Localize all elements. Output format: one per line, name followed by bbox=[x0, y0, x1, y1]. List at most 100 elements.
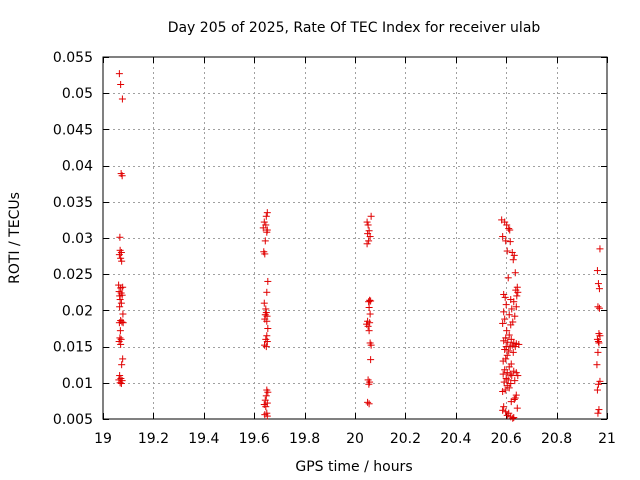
data-point bbox=[262, 392, 270, 400]
data-point bbox=[364, 398, 372, 406]
data-point bbox=[593, 361, 601, 369]
y-tick-label: 0.045 bbox=[53, 122, 93, 138]
data-point bbox=[262, 403, 270, 411]
data-point bbox=[504, 376, 512, 384]
y-tick-label: 0.05 bbox=[62, 86, 93, 102]
data-point bbox=[117, 380, 125, 388]
y-tick-label: 0.035 bbox=[53, 195, 93, 211]
data-point bbox=[505, 331, 513, 339]
data-point bbox=[508, 341, 516, 349]
data-point bbox=[263, 412, 271, 420]
data-point bbox=[512, 391, 520, 399]
data-point bbox=[264, 388, 272, 396]
data-point bbox=[507, 321, 515, 329]
data-point bbox=[118, 291, 126, 299]
data-point bbox=[594, 280, 602, 288]
data-point bbox=[115, 70, 123, 78]
data-point bbox=[116, 296, 124, 304]
data-point bbox=[367, 341, 375, 349]
data-point bbox=[116, 372, 124, 380]
x-tick-label: 19.6 bbox=[239, 431, 270, 447]
data-point bbox=[596, 332, 604, 340]
data-point bbox=[511, 269, 519, 277]
data-point bbox=[594, 380, 602, 388]
data-point bbox=[116, 327, 124, 335]
x-tick-label: 20.6 bbox=[491, 431, 522, 447]
x-tick-labels: 19 19.2 19.4 19.6 19.8 20 20.2 20.4 20.6 20.8 21 bbox=[94, 431, 616, 447]
data-point bbox=[505, 311, 513, 319]
data-point bbox=[499, 406, 507, 414]
data-point bbox=[512, 369, 520, 377]
chart-title: Day 205 of 2025, Rate Of TEC Index for r… bbox=[168, 20, 541, 36]
data-point bbox=[503, 221, 511, 229]
data-point bbox=[595, 285, 603, 293]
data-point bbox=[365, 327, 373, 335]
data-point bbox=[117, 254, 125, 262]
data-point bbox=[116, 303, 124, 311]
y-tick-labels: 0.005 0.01 0.015 0.02 0.025 0.03 0.035 0.04 0.04… bbox=[53, 50, 93, 428]
data-point bbox=[511, 343, 519, 351]
data-point bbox=[510, 414, 518, 422]
data-point bbox=[366, 310, 374, 318]
y-tick-label: 0.055 bbox=[53, 50, 93, 66]
data-point bbox=[365, 380, 373, 388]
data-point bbox=[119, 319, 127, 327]
data-point bbox=[261, 341, 269, 349]
y-tick-label: 0.02 bbox=[62, 303, 93, 319]
data-point bbox=[503, 247, 511, 255]
data-point bbox=[501, 345, 509, 353]
data-point bbox=[119, 283, 127, 291]
data-point bbox=[503, 369, 511, 377]
data-point bbox=[116, 233, 124, 241]
data-point bbox=[513, 283, 521, 291]
data-point bbox=[507, 335, 515, 343]
data-point bbox=[593, 386, 601, 394]
grid-lines bbox=[103, 57, 607, 419]
data-point bbox=[594, 303, 602, 311]
data-point bbox=[260, 218, 268, 226]
data-point bbox=[505, 347, 513, 355]
data-point bbox=[118, 95, 126, 103]
data-point bbox=[507, 380, 515, 388]
data-point bbox=[505, 225, 513, 233]
data-point bbox=[263, 209, 271, 217]
data-point bbox=[506, 226, 514, 234]
x-tick-label: 20 bbox=[346, 431, 364, 447]
data-point bbox=[595, 304, 603, 312]
y-axis-title: ROTI / TECUs bbox=[7, 192, 23, 284]
data-point bbox=[502, 237, 510, 245]
data-point bbox=[503, 411, 511, 419]
y-tick-label: 0.04 bbox=[62, 159, 93, 175]
data-point bbox=[512, 303, 520, 311]
data-point bbox=[261, 250, 269, 258]
data-point bbox=[501, 315, 509, 323]
data-point bbox=[115, 251, 123, 259]
data-point bbox=[115, 376, 123, 384]
data-point bbox=[263, 288, 271, 296]
data-point bbox=[264, 325, 272, 332]
data-point bbox=[505, 363, 513, 371]
data-point bbox=[117, 299, 125, 307]
data-points bbox=[115, 70, 604, 422]
data-point bbox=[503, 351, 511, 359]
data-point bbox=[511, 394, 519, 402]
data-point bbox=[367, 356, 375, 364]
data-point bbox=[503, 327, 511, 335]
data-point bbox=[263, 399, 271, 407]
data-point bbox=[509, 256, 517, 264]
data-point bbox=[119, 310, 127, 318]
data-point bbox=[263, 228, 271, 236]
data-point bbox=[513, 292, 521, 300]
data-point bbox=[366, 233, 374, 241]
data-point bbox=[118, 172, 126, 180]
data-point bbox=[263, 332, 271, 340]
data-point bbox=[116, 379, 124, 387]
data-point bbox=[594, 409, 602, 417]
axis-ticks bbox=[103, 57, 608, 420]
data-point bbox=[363, 218, 371, 226]
data-point bbox=[507, 398, 515, 406]
y-tick-label: 0.015 bbox=[53, 340, 93, 356]
data-point bbox=[366, 319, 374, 327]
data-point bbox=[262, 343, 270, 351]
data-point bbox=[500, 308, 508, 316]
